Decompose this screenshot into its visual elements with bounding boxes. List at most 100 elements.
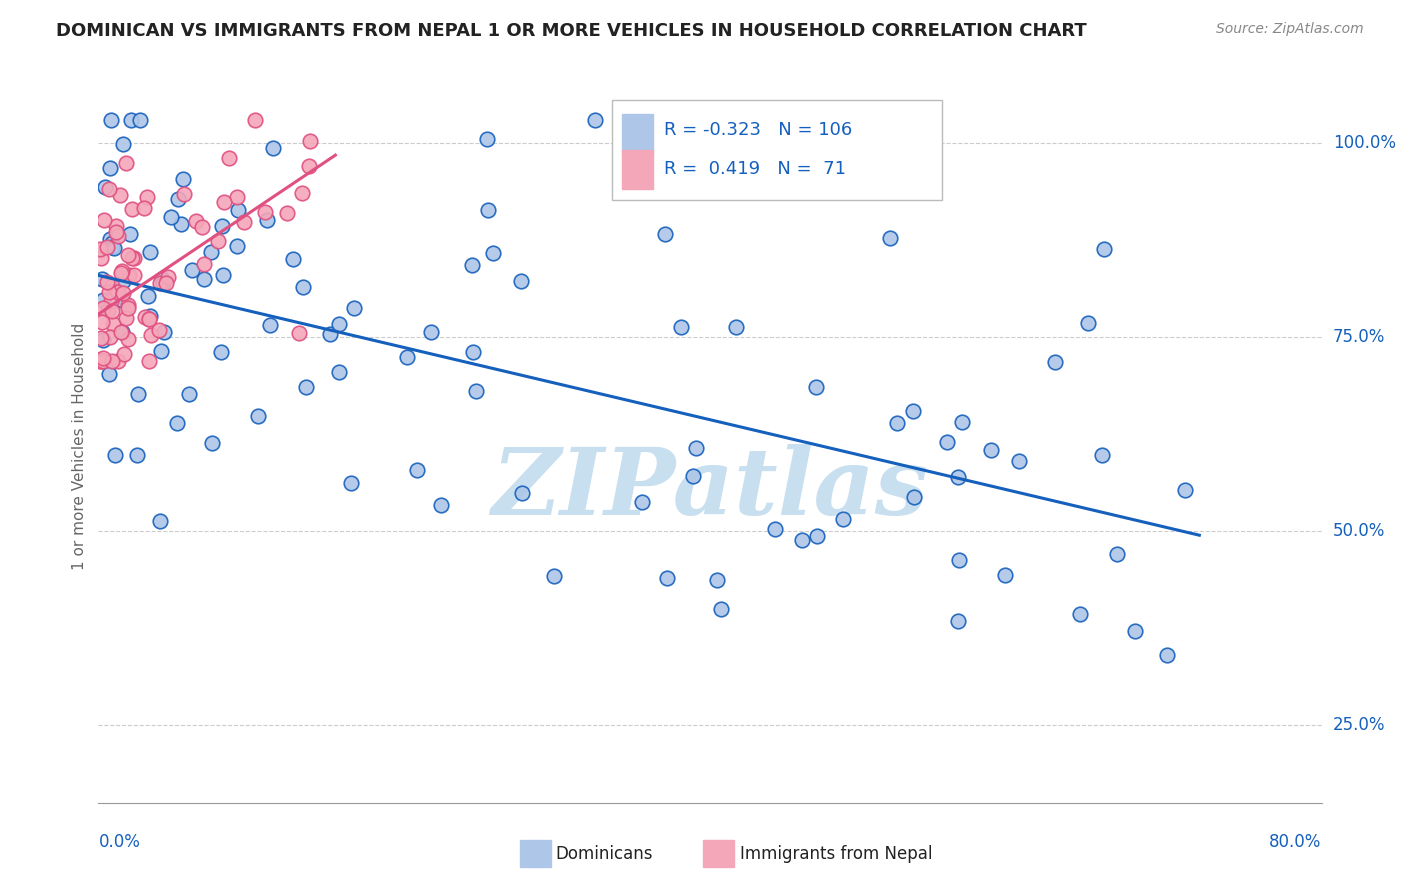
Point (886, 416, 908, 430)
Point (127, 387, 149, 401)
Point (948, 553, 970, 567)
Point (97, 285, 120, 299)
Point (118, 268, 141, 283)
Point (288, 326, 311, 340)
Point (1007, 454, 1029, 468)
Point (91, 293, 114, 307)
Y-axis label: 1 or more Vehicles in Household: 1 or more Vehicles in Household (72, 322, 87, 570)
Text: 75.0%: 75.0% (1333, 328, 1385, 346)
Point (138, 353, 160, 368)
Point (328, 317, 350, 331)
Text: 80.0%: 80.0% (1270, 833, 1322, 851)
Point (233, 215, 256, 229)
Text: DOMINICAN VS IMMIGRANTS FROM NEPAL 1 OR MORE VEHICLES IN HOUSEHOLD CORRELATION C: DOMINICAN VS IMMIGRANTS FROM NEPAL 1 OR … (56, 22, 1087, 40)
Point (149, 514, 172, 528)
Point (994, 568, 1017, 582)
Point (117, 298, 139, 312)
Point (150, 271, 173, 285)
Point (292, 280, 315, 294)
Point (477, 132, 499, 146)
Text: Source: ZipAtlas.com: Source: ZipAtlas.com (1216, 22, 1364, 37)
Point (111, 293, 134, 308)
Point (1174, 483, 1197, 498)
Point (91, 315, 114, 329)
Text: R = -0.323   N = 106: R = -0.323 N = 106 (664, 121, 852, 139)
Point (91, 351, 114, 366)
Point (512, 485, 534, 500)
Point (103, 241, 125, 255)
Point (107, 229, 129, 244)
Point (90, 252, 112, 266)
Point (149, 276, 172, 290)
Point (136, 190, 159, 204)
Point (262, 141, 284, 155)
Point (148, 323, 170, 337)
Point (207, 234, 229, 248)
Point (98, 161, 121, 175)
Point (281, 252, 304, 266)
Point (122, 251, 145, 265)
Point (291, 186, 314, 200)
Point (112, 136, 135, 151)
Point (97, 302, 120, 317)
Point (509, 274, 531, 288)
Point (117, 333, 139, 347)
Point (104, 448, 127, 462)
Point (120, 113, 142, 128)
Point (946, 615, 969, 629)
Point (89, 353, 111, 368)
Point (94, 179, 117, 194)
Point (118, 227, 141, 242)
Text: 25.0%: 25.0% (1333, 716, 1385, 734)
Point (419, 325, 441, 339)
Point (111, 264, 134, 278)
Point (298, 134, 321, 148)
Point (139, 245, 162, 260)
Point (1077, 316, 1099, 330)
Point (950, 415, 973, 429)
Point (477, 202, 499, 217)
Point (93, 212, 115, 227)
Point (832, 512, 855, 526)
Point (98, 182, 121, 196)
Point (225, 190, 247, 204)
Point (100, 113, 122, 128)
Point (152, 325, 174, 339)
Point (193, 272, 215, 286)
Point (112, 274, 135, 288)
Point (96, 240, 118, 254)
Point (108, 187, 131, 202)
Point (980, 443, 1002, 458)
Text: R =  0.419   N =  71: R = 0.419 N = 71 (664, 161, 845, 178)
Point (91, 333, 114, 347)
Point (193, 257, 215, 271)
Point (209, 344, 232, 359)
Point (107, 285, 129, 299)
Point (654, 227, 676, 242)
Point (101, 278, 124, 293)
Point (201, 435, 224, 450)
Point (152, 277, 174, 291)
Point (226, 203, 249, 218)
Point (1043, 355, 1066, 369)
Point (169, 217, 191, 231)
Point (245, 113, 267, 128)
Point (806, 528, 828, 542)
Text: Immigrants from Nepal: Immigrants from Nepal (740, 845, 932, 863)
Point (166, 192, 188, 206)
Point (259, 318, 281, 333)
Point (110, 325, 132, 339)
Point (91, 353, 114, 368)
Point (225, 239, 247, 253)
Bar (621, 114, 652, 153)
Point (136, 289, 159, 303)
Point (669, 320, 692, 334)
Point (463, 344, 485, 359)
Point (121, 252, 143, 266)
Point (104, 219, 127, 233)
Point (429, 498, 451, 512)
Point (247, 409, 270, 423)
Point (319, 327, 342, 342)
Point (132, 201, 155, 215)
Point (725, 319, 748, 334)
